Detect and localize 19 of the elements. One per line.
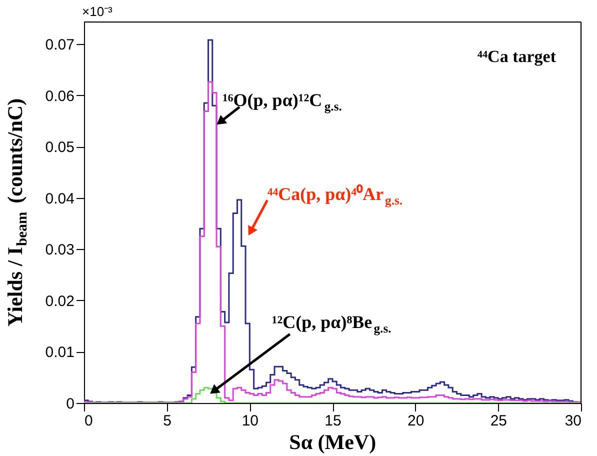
y-tick-label: 0.07 [45, 36, 74, 54]
y-tick-label: 0.06 [45, 88, 74, 105]
y-tick-label: 0.01 [45, 344, 74, 362]
x-tick-label: 30 [564, 412, 582, 430]
x-tick-label: 5 [163, 412, 172, 430]
x-tick-label: 25 [490, 412, 508, 430]
x-tick-label: 15 [324, 412, 342, 430]
x-tick-label: 0 [84, 412, 93, 430]
y-axis-title: Yields / Ibeam (counts/nC) [3, 98, 30, 327]
y-tick-label: 0.05 [45, 139, 74, 156]
text: ×10⁻³ [82, 4, 114, 19]
x-tick-label: 20 [407, 412, 424, 430]
annotation: ⁴⁴Ca target [477, 47, 556, 66]
y-tick-label: 0.04 [45, 190, 74, 208]
x-tick-label: 10 [242, 412, 259, 430]
y-tick-label: 0.02 [45, 292, 74, 310]
y-tick-label: 0.03 [45, 242, 74, 259]
x-axis-title: Sα (MeV) [289, 430, 376, 454]
y-tick-label: 0 [66, 396, 74, 412]
